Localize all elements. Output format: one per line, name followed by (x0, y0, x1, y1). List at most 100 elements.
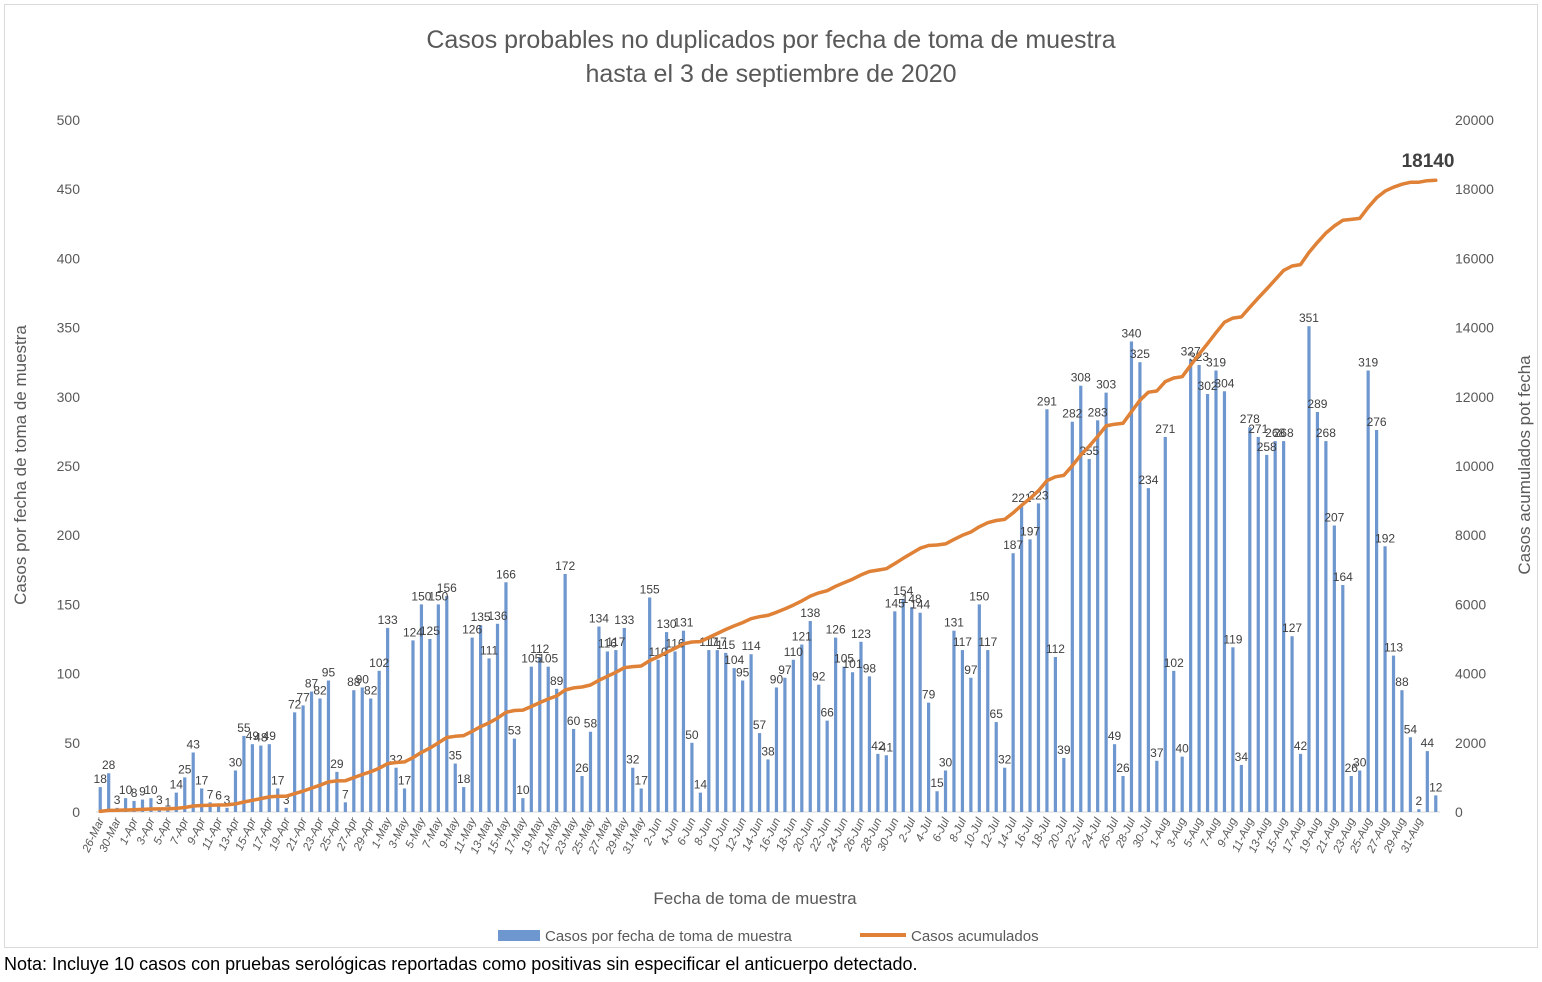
bar-value-label: 197 (1020, 524, 1040, 538)
bar (639, 788, 643, 812)
bar-value-label: 126 (826, 623, 846, 637)
bar (926, 702, 931, 812)
bar-value-label: 3 (283, 793, 290, 807)
bar-value-label: 104 (724, 653, 744, 667)
bar-value-label: 38 (761, 744, 775, 758)
bar (724, 652, 728, 812)
bar-value-label: 66 (820, 706, 834, 720)
bar-value-label: 105 (538, 652, 558, 666)
bar-value-label: 25 (178, 762, 192, 776)
bar (402, 788, 407, 812)
bar-value-label: 119 (1223, 632, 1242, 646)
bar (1003, 767, 1007, 812)
bar-value-label: 133 (614, 613, 634, 627)
bar (1036, 503, 1041, 812)
bar (1383, 546, 1387, 812)
bar-value-label: 131 (673, 616, 693, 630)
bar-value-label: 37 (1150, 746, 1164, 760)
bar-value-label: 102 (1164, 656, 1184, 670)
bar (335, 771, 339, 812)
bar (960, 650, 965, 812)
bar-value-label: 127 (1282, 621, 1302, 635)
bar-value-label: 134 (589, 612, 609, 626)
bar (386, 627, 390, 812)
bar-value-label: 133 (378, 613, 398, 627)
bar-value-label: 276 (1367, 415, 1387, 429)
bar (766, 759, 770, 812)
bar-value-label: 35 (449, 749, 463, 763)
bar-value-label: 1 (165, 796, 172, 810)
bar-value-label: 82 (364, 684, 378, 698)
bar (1155, 760, 1159, 812)
bar-value-label: 116 (598, 636, 617, 650)
bar (1434, 795, 1438, 812)
chart-frame (4, 4, 1538, 948)
bar (326, 680, 331, 812)
cumulative-final-label: 18140 (1402, 151, 1455, 172)
bar-value-label: 72 (288, 697, 302, 711)
bar (935, 791, 939, 812)
bar (1129, 341, 1134, 812)
bar-value-label: 121 (792, 630, 812, 644)
bar-value-label: 291 (1037, 394, 1057, 408)
bar-value-label: 18 (94, 772, 108, 786)
bar (267, 744, 271, 812)
y-left-tick-label: 150 (57, 596, 81, 612)
bar (318, 698, 322, 812)
bar (1138, 362, 1142, 812)
bar-value-label: 14 (170, 778, 184, 792)
bar (1019, 506, 1024, 812)
bar (563, 573, 567, 812)
bar (1290, 636, 1294, 812)
bar (884, 755, 888, 812)
bar (774, 687, 779, 812)
y-axis-left-label: Casos por fecha de toma de muestra (11, 325, 30, 605)
bar (791, 659, 795, 812)
bar-value-label: 117 (606, 635, 625, 649)
bar (352, 690, 356, 812)
bar-value-label: 97 (964, 663, 978, 677)
bar-value-label: 302 (1198, 379, 1218, 393)
bar-value-label: 166 (496, 567, 516, 581)
bar-value-label: 17 (398, 773, 412, 787)
bar (614, 650, 618, 812)
bar (1239, 764, 1243, 812)
bar-value-label: 154 (893, 584, 913, 598)
bar-value-label: 34 (1235, 750, 1249, 764)
bar (309, 691, 314, 812)
bar (842, 666, 846, 812)
bar-value-label: 88 (1395, 675, 1409, 689)
bar (200, 788, 204, 812)
bar (1112, 744, 1117, 812)
bar (1265, 454, 1269, 812)
legend-label-bars: Casos por fecha de toma de muestra (545, 928, 792, 945)
bar (707, 650, 711, 812)
bar-value-label: 60 (567, 714, 581, 728)
bar (1358, 770, 1362, 812)
bar (1079, 385, 1083, 812)
chart: Casos probables no duplicados por fecha … (11, 26, 1534, 945)
bar (1341, 585, 1345, 812)
cumulative-line (98, 178, 1438, 814)
bar-value-label: 131 (944, 616, 964, 630)
bar (1189, 359, 1193, 812)
bar (132, 800, 136, 812)
bar (174, 792, 178, 812)
bar (1332, 525, 1336, 812)
bar (250, 744, 254, 812)
bar (208, 802, 212, 812)
bar (1366, 370, 1370, 812)
bar-value-label: 112 (1046, 642, 1065, 656)
bar (1231, 647, 1235, 812)
bar-value-label: 101 (843, 657, 863, 671)
y-right-tick-label: 16000 (1455, 250, 1494, 266)
bar (428, 639, 432, 812)
bar (1070, 421, 1074, 812)
bar (1374, 430, 1379, 812)
y-right-tick-label: 4000 (1455, 666, 1486, 682)
bar-value-label: 155 (640, 582, 660, 596)
bar (343, 802, 347, 812)
bar-value-label: 17 (271, 773, 285, 787)
bar-value-label: 117 (953, 635, 972, 649)
bar-value-label: 44 (1421, 736, 1435, 750)
